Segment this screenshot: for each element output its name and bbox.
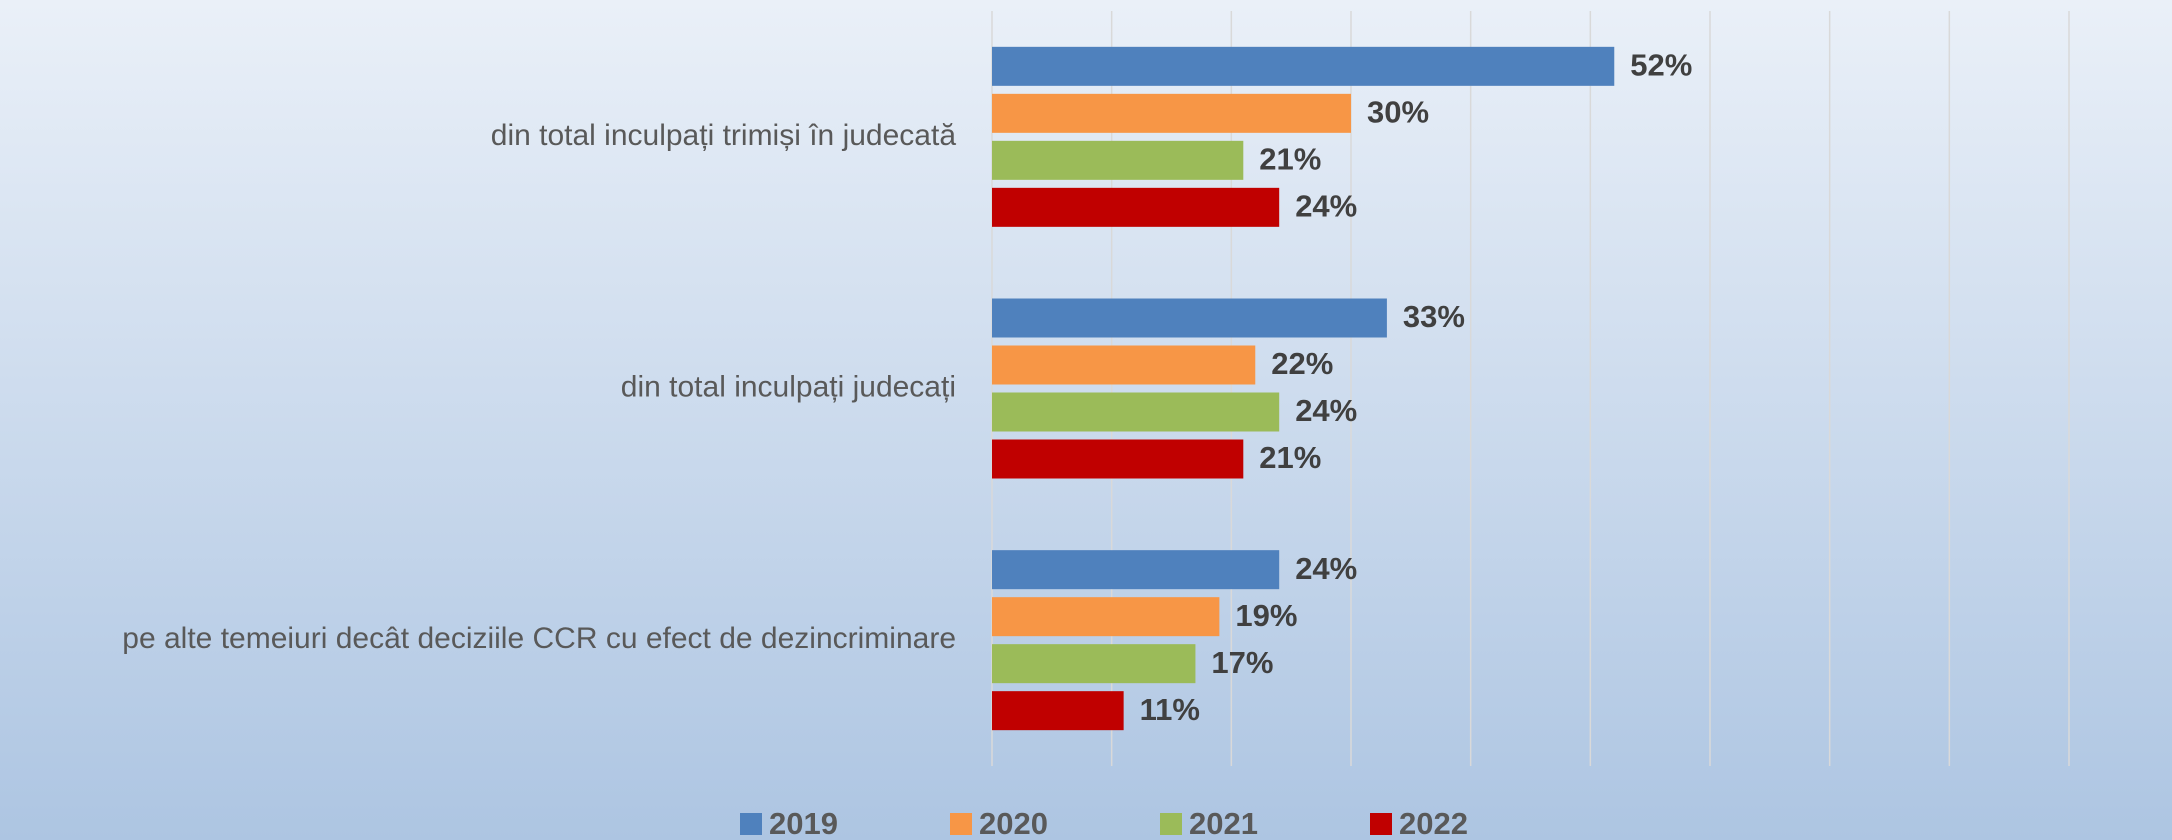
bar xyxy=(992,46,1615,86)
legend-label: 2022 xyxy=(1399,806,1468,840)
category-label: din total inculpați trimiși în judecată xyxy=(491,119,957,152)
bar xyxy=(992,597,1220,637)
bar xyxy=(992,93,1351,133)
bar xyxy=(992,439,1244,479)
data-label: 17% xyxy=(1211,645,1273,680)
data-label: 33% xyxy=(1403,299,1465,334)
legend-swatch xyxy=(740,813,762,835)
data-label: 30% xyxy=(1367,95,1429,130)
legend-swatch xyxy=(950,813,972,835)
data-label: 24% xyxy=(1295,393,1357,428)
bar xyxy=(992,550,1280,590)
bar xyxy=(992,691,1124,731)
bar xyxy=(992,140,1244,180)
data-label: 24% xyxy=(1295,189,1357,224)
data-label: 19% xyxy=(1235,598,1297,633)
data-label: 52% xyxy=(1630,48,1692,83)
data-label: 21% xyxy=(1259,440,1321,475)
category-label: pe alte temeiuri decât deciziile CCR cu … xyxy=(122,622,956,655)
category-label: din total inculpați judecați xyxy=(621,370,956,403)
bar xyxy=(992,345,1256,385)
data-label: 11% xyxy=(1140,692,1200,727)
legend-swatch xyxy=(1160,813,1182,835)
legend-label: 2019 xyxy=(769,806,838,840)
bar xyxy=(992,392,1280,432)
legend-label: 2021 xyxy=(1189,806,1258,840)
bar xyxy=(992,298,1387,338)
data-label: 21% xyxy=(1259,142,1321,177)
data-label: 24% xyxy=(1295,551,1357,586)
legend-label: 2020 xyxy=(979,806,1048,840)
bar xyxy=(992,644,1196,684)
legend-swatch xyxy=(1370,813,1392,835)
bar xyxy=(992,187,1280,227)
data-label: 22% xyxy=(1271,346,1333,381)
